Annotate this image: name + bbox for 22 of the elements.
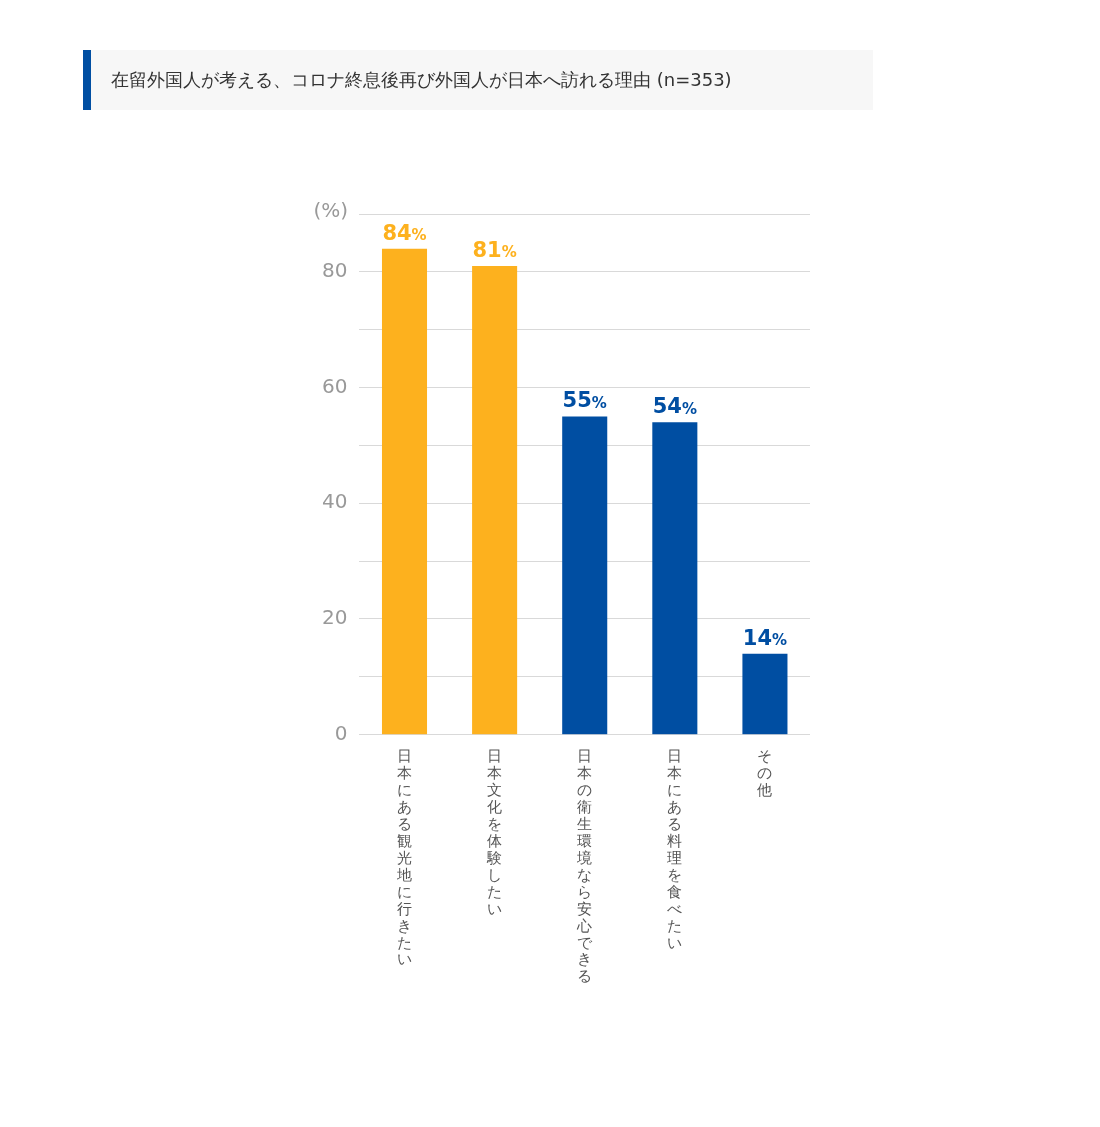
- y-tick-label: 80: [322, 258, 348, 283]
- y-tick-label: 20: [322, 605, 348, 630]
- data-label: 55%: [562, 388, 607, 413]
- bar: [381, 248, 428, 735]
- bar: [472, 266, 518, 735]
- x-tick-label: その他: [757, 747, 773, 799]
- chart-title: 在留外国人が考える、コロナ終息後再び外国人が日本へ訪れる理由 (n=353): [83, 50, 873, 110]
- bar: [652, 422, 698, 735]
- y-tick-label: 40: [322, 489, 348, 514]
- category-label: 日本文化を体験したい: [487, 747, 503, 918]
- y-axis-title: (%): [313, 198, 349, 223]
- bar: [742, 653, 788, 735]
- y-tick-label: 60: [322, 373, 348, 398]
- y-tick-label: 0: [334, 720, 348, 745]
- data-label: 84%: [382, 220, 427, 245]
- data-label: 81%: [472, 238, 517, 263]
- category-label: 日本にある料理を食べたい: [667, 747, 683, 952]
- category-label: 日本の衛生環境なら安心できる: [577, 747, 593, 986]
- data-label: 54%: [652, 394, 697, 419]
- data-label: 14%: [742, 625, 788, 650]
- bar: [562, 416, 608, 735]
- category-label: 日本にある観光地に行きたい: [397, 747, 412, 969]
